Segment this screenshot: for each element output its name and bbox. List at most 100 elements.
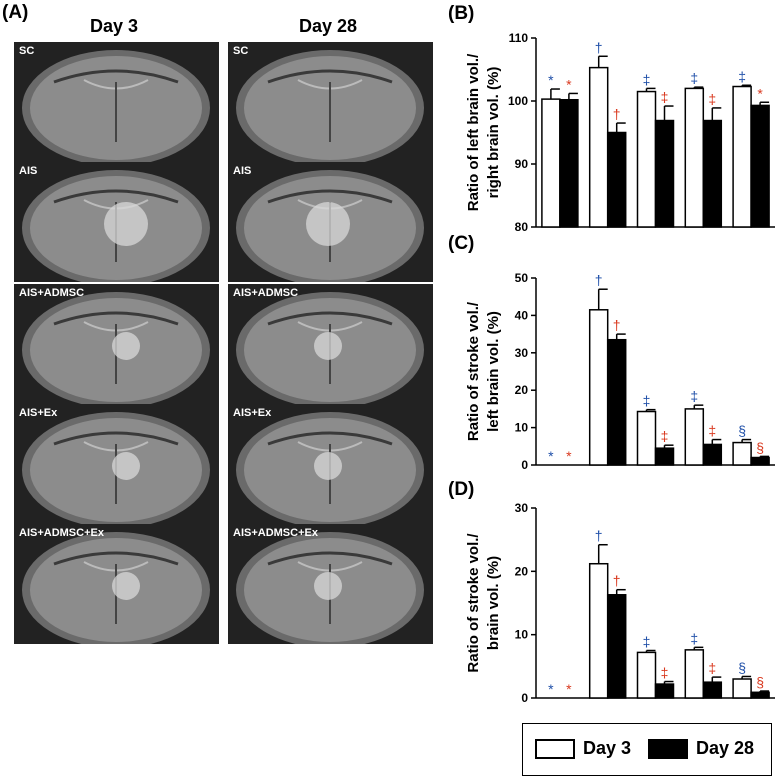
column-header-day3: Day 3 xyxy=(89,16,139,36)
panel-d-ylabel-line: brain vol. (%) xyxy=(485,556,502,650)
panel-b-ytick-label: 110 xyxy=(509,31,529,45)
panel-b-ylabel-line: Ratio of left brain vol./ xyxy=(465,53,482,211)
mri-image-day3-ais-admsc-ex: AIS+ADMSC+Ex xyxy=(14,524,219,644)
panel-d-significance-mark: ‡ xyxy=(643,634,651,650)
panel-d-bar-day28 xyxy=(702,681,723,699)
panel-d-significance-mark: * xyxy=(548,681,554,697)
panel-c-label: (C) xyxy=(448,233,474,254)
panel-d-ytick-label: 10 xyxy=(515,628,529,642)
panel-b-bar-day28 xyxy=(559,98,579,228)
panel-b-significance-mark: ‡ xyxy=(643,71,651,87)
panel-d-bar-day28 xyxy=(606,594,627,699)
panel-d-ytick-label: 20 xyxy=(515,564,529,578)
panel-c-ytick-label: 50 xyxy=(515,271,529,285)
panel-d-bar-day3 xyxy=(732,678,752,699)
panel-c-ytick-label: 10 xyxy=(515,421,529,435)
panel-c-significance-mark: ‡ xyxy=(661,428,669,444)
legend-item-day3: Day 3 xyxy=(535,738,631,759)
mri-group-label: SC xyxy=(233,45,249,57)
panel-b-ytick-label: 90 xyxy=(515,157,529,171)
mri-image-day28-sc: SC xyxy=(228,42,433,162)
legend-swatch-day28 xyxy=(648,738,688,759)
panel-d-bar-day28 xyxy=(654,683,675,699)
panel-c-significance-mark: † xyxy=(613,317,621,333)
mri-group-label: AIS+ADMSC xyxy=(233,287,299,299)
mri-image-day28-ais-admsc-ex: AIS+ADMSC+Ex xyxy=(228,524,433,644)
panel-c-significance-mark: * xyxy=(548,448,554,464)
panel-c-significance-mark: * xyxy=(566,448,572,464)
panel-c-significance-mark: † xyxy=(595,272,603,288)
panel-d-significance-mark: ‡ xyxy=(708,660,716,676)
panel-c-ylabel-line: Ratio of stroke vol./ xyxy=(465,301,482,441)
panel-c-significance-mark: ‡ xyxy=(643,393,651,409)
panel-d-bar-day3 xyxy=(684,649,705,699)
panel-a-label: (A) xyxy=(2,2,29,23)
panel-c-bar-day28 xyxy=(606,338,627,466)
panel-c-bar-day28 xyxy=(750,456,770,466)
panel-b-significance-mark: ‡ xyxy=(661,89,669,105)
panel-b-ytick-label: 100 xyxy=(508,94,528,108)
panel-c-significance-mark: ‡ xyxy=(690,388,698,404)
panel-b-ytick-label: 80 xyxy=(515,220,529,234)
panel-b-bar-day3 xyxy=(541,98,561,228)
panel-d-significance-mark: § xyxy=(756,674,764,690)
panel-d-significance-mark: ‡ xyxy=(690,630,698,646)
panel-b-bar-day28 xyxy=(702,119,723,228)
panel-c-significance-mark: § xyxy=(738,423,746,439)
mri-image-day28-ais: AIS xyxy=(228,162,433,282)
panel-b-ylabel-line: right brain vol. (%) xyxy=(485,67,502,199)
panel-b-significance-mark: ‡ xyxy=(690,70,698,86)
panel-b-significance-mark: * xyxy=(548,72,554,88)
panel-c-significance-mark: § xyxy=(756,439,764,455)
panel-d-bar-day28 xyxy=(750,691,770,699)
panel-d-significance-mark: † xyxy=(595,528,603,544)
mri-image-day28-ais-ex: AIS+Ex xyxy=(228,404,433,524)
panel-d-significance-mark: § xyxy=(738,659,746,675)
mri-group-label: AIS+Ex xyxy=(233,407,272,419)
mri-image-day3-ais-admsc: AIS+ADMSC xyxy=(14,284,219,404)
panel-c-bar-day3 xyxy=(684,408,705,466)
panel-b-bar-day3 xyxy=(636,90,657,228)
legend: Day 3 Day 28 xyxy=(522,723,772,776)
panel-b-significance-mark: * xyxy=(757,85,763,101)
panel-d-ytick-label: 30 xyxy=(515,501,529,515)
panel-d-bar-day3 xyxy=(588,562,609,699)
panel-c-ytick-label: 20 xyxy=(515,383,529,397)
panel-b-bar-day3 xyxy=(732,85,752,228)
panel-b-significance-mark: † xyxy=(613,106,621,122)
legend-item-day28: Day 28 xyxy=(648,738,754,759)
panel-b-bar-day3 xyxy=(684,87,705,228)
mri-image-day3-ais-ex: AIS+Ex xyxy=(14,404,219,524)
legend-swatch-day3 xyxy=(535,738,575,759)
mri-image-day3-ais: AIS xyxy=(14,162,219,282)
panel-d-significance-mark: ‡ xyxy=(661,665,669,681)
panel-b-bar-day28 xyxy=(606,131,627,228)
panel-b-significance-mark: * xyxy=(566,76,572,92)
panel-d-ytick-label: 0 xyxy=(521,691,528,705)
panel-d-significance-mark: * xyxy=(566,681,572,697)
panel-c-bar-day3 xyxy=(636,410,657,466)
legend-label-day28: Day 28 xyxy=(696,738,755,758)
panel-c-ytick-label: 40 xyxy=(515,308,529,322)
panel-c-ytick-label: 30 xyxy=(515,346,529,360)
panel-b-bar-day3 xyxy=(588,66,609,228)
panel-c-bar-day28 xyxy=(654,447,675,466)
panel-b-significance-mark: ‡ xyxy=(708,91,716,107)
mri-group-label: AIS+ADMSC xyxy=(19,287,85,299)
panel-c-significance-mark: ‡ xyxy=(708,423,716,439)
panel-b-bar-day28 xyxy=(654,119,675,228)
column-header-day28: Day 28 xyxy=(298,16,358,36)
mri-group-label: AIS xyxy=(233,165,252,177)
panel-d-label: (D) xyxy=(448,479,474,500)
panel-c-ylabel-line: left brain vol. (%) xyxy=(485,311,502,432)
panel-b-bar-day28 xyxy=(750,104,770,228)
panel-c-ytick-label: 0 xyxy=(521,458,528,472)
panel-c-bar-day3 xyxy=(732,441,752,466)
panel-b-significance-mark: † xyxy=(595,39,603,55)
panel-b-label: (B) xyxy=(448,3,474,24)
panel-b-significance-mark: ‡ xyxy=(738,68,746,84)
mri-group-label: AIS+ADMSC+Ex xyxy=(19,527,104,539)
panel-c-bar-day3 xyxy=(588,309,609,466)
mri-image-day28-ais-admsc: AIS+ADMSC xyxy=(228,284,433,404)
panel-d-bar-day3 xyxy=(636,651,657,699)
